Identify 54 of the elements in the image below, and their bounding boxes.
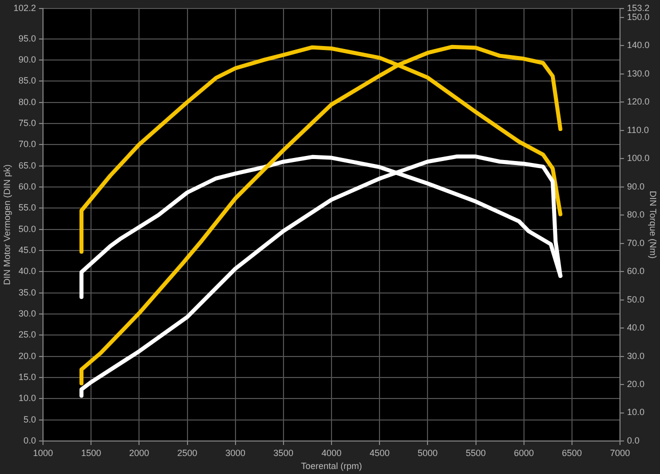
y-tick-label: 55.0 — [18, 202, 36, 213]
y-tick-label: 25.0 — [18, 330, 36, 340]
x-tick-label: 2000 — [129, 448, 150, 458]
x-tick-label: 4000 — [321, 448, 342, 458]
x-tick-label: 3500 — [273, 448, 294, 458]
y2-tick-label: 100.0 — [627, 153, 650, 164]
x-tick-label: 6000 — [514, 448, 534, 458]
y2-tick-label: 90.0 — [627, 181, 645, 192]
y-tick-label: 15.0 — [18, 372, 36, 382]
y2-tick-label: 153.2 — [627, 2, 650, 13]
y2-tick-label: 20.0 — [627, 379, 645, 390]
y-tick-label: 80.0 — [18, 96, 36, 107]
x-tick-label: 4500 — [370, 448, 390, 458]
y-tick-label: 50.0 — [18, 224, 36, 234]
y-tick-label: 45.0 — [18, 245, 36, 256]
y2-tick-label: 140.0 — [627, 40, 650, 50]
x-tick-label: 3000 — [225, 448, 246, 458]
x-axis-title: Toerental (rpm) — [300, 461, 362, 472]
x-tick-label: 2500 — [177, 448, 198, 458]
y-tick-label: 65.0 — [18, 160, 36, 170]
y-tick-label: 95.0 — [18, 33, 36, 44]
y-tick-label: 90.0 — [18, 54, 36, 65]
y2-tick-label: 70.0 — [627, 238, 645, 248]
y2-tick-label: 110.0 — [627, 124, 649, 135]
y2-tick-label: 50.0 — [627, 294, 645, 304]
y2-tick-label: 10.0 — [627, 407, 645, 418]
y2-tick-label: 0.0 — [627, 435, 640, 446]
x-tick-label: 5500 — [466, 448, 486, 458]
y2-tick-label: 120.0 — [627, 96, 650, 107]
x-tick-label: 7000 — [610, 448, 630, 458]
x-tick-label: 5000 — [418, 448, 438, 458]
y-tick-label: 40.0 — [18, 266, 36, 276]
y-tick-label: 35.0 — [18, 287, 36, 298]
y2-tick-label: 40.0 — [627, 322, 645, 333]
y2-tick-label: 80.0 — [627, 210, 645, 220]
y-tick-label: 0.0 — [23, 435, 36, 446]
x-tick-label: 1000 — [32, 448, 54, 458]
y2-tick-label: 30.0 — [627, 350, 645, 361]
y2-tick-label: 130.0 — [627, 68, 650, 78]
y-tick-label: 85.0 — [18, 76, 36, 86]
y-tick-label: 60.0 — [18, 182, 36, 192]
y-tick-label: 5.0 — [23, 414, 36, 424]
y2-tick-label: 150.0 — [627, 12, 650, 22]
y2-axis-title: DIN Torque (Nm) — [648, 190, 658, 259]
y-tick-label: 75.0 — [18, 118, 36, 128]
y-axis-title: DIN Motor Vermogen (DIN pk) — [2, 164, 12, 285]
y-tick-label: 10.0 — [18, 393, 36, 404]
y-tick-label: 20.0 — [18, 350, 36, 361]
y-tick-label: 70.0 — [18, 139, 36, 150]
x-tick-label: 6500 — [562, 448, 582, 458]
y2-tick-label: 60.0 — [627, 266, 645, 276]
y-tick-label: 30.0 — [18, 308, 36, 318]
y-tick-label: 102.2 — [13, 2, 36, 13]
x-tick-label: 1500 — [81, 448, 102, 458]
